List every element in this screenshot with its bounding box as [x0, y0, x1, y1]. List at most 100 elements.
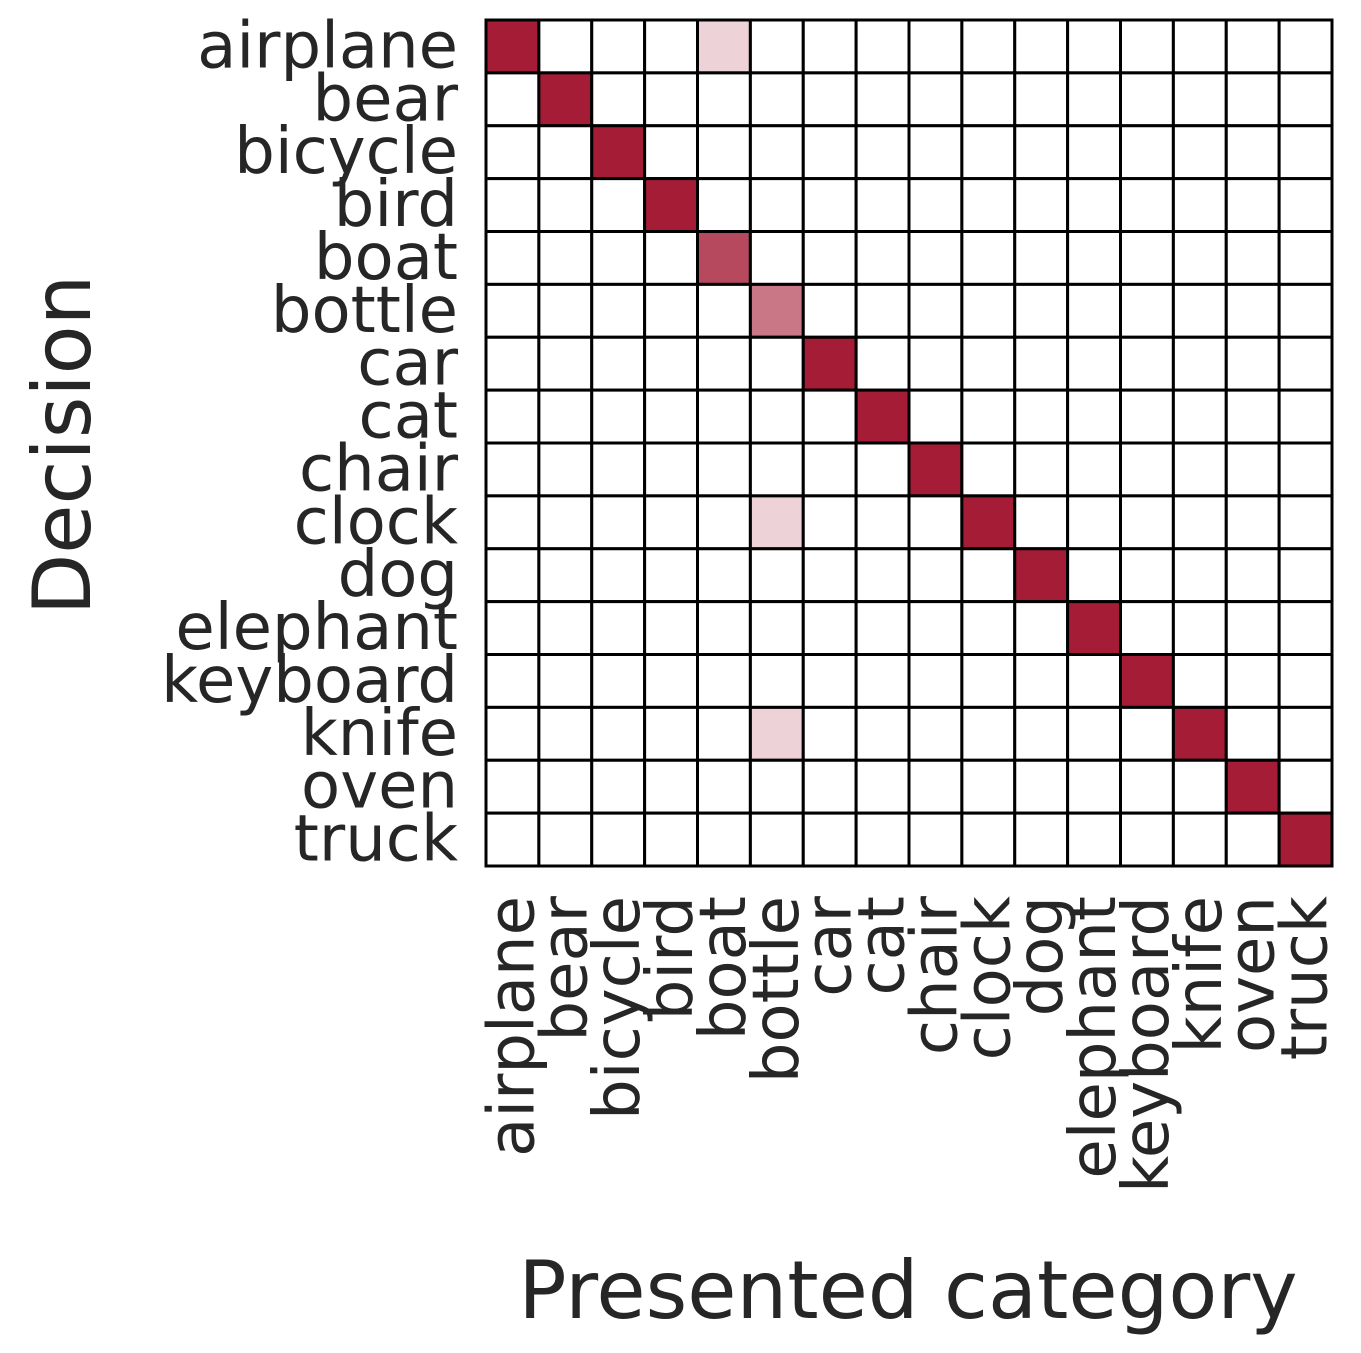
heatmap-cell-clock-knife [1171, 494, 1228, 551]
heatmap-cell-truck-chair [907, 811, 964, 868]
heatmap-cell-airplane-bicycle [590, 18, 647, 75]
heatmap-cell-bear-boat [696, 71, 752, 128]
heatmap-cell-bicycle-bird [643, 124, 699, 181]
x-tick-label-oven: oven [1216, 896, 1290, 1053]
heatmap-cell-bottle-dog [1013, 282, 1070, 339]
heatmap-cell-airplane-airplane [484, 18, 541, 75]
heatmap-cell-airplane-elephant [1066, 18, 1122, 75]
heatmap-cell-truck-truck [1277, 811, 1334, 868]
heatmap-cell-bear-dog [1013, 71, 1070, 128]
heatmap-cell-bear-knife [1171, 71, 1228, 128]
heatmap-cell-truck-bear [537, 811, 594, 868]
heatmap-cell-bird-bicycle [590, 177, 647, 233]
heatmap-cell-elephant-bicycle [590, 600, 647, 656]
heatmap-cell-truck-bird [643, 811, 699, 868]
heatmap-cell-bird-clock [960, 177, 1017, 233]
heatmap-cell-bottle-bear [537, 282, 594, 339]
heatmap-cell-car-elephant [1066, 335, 1122, 392]
heatmap-cell-bottle-bicycle [590, 282, 647, 339]
heatmap-cell-bird-elephant [1066, 177, 1122, 233]
x-tick-label-bottle: bottle [740, 896, 814, 1083]
heatmap-cell-keyboard-truck [1277, 653, 1334, 709]
heatmap-cell-clock-dog [1013, 494, 1070, 551]
y-tick-label-chair: chair [299, 432, 459, 506]
heatmap-cell-bicycle-airplane [484, 124, 541, 181]
heatmap-cell-chair-clock [960, 441, 1017, 498]
heatmap-cell-knife-bottle [748, 705, 805, 762]
heatmap-cell-clock-boat [696, 494, 752, 551]
heatmap-cell-bird-chair [907, 177, 964, 233]
y-tick-label-bottle: bottle [271, 274, 458, 348]
heatmap-cell-bottle-keyboard [1119, 282, 1175, 339]
y-tick-label-bird: bird [334, 168, 458, 242]
heatmap-cell-bicycle-bicycle [590, 124, 647, 181]
y-tick-label-airplane: airplane [197, 9, 458, 83]
y-tick-label-bicycle: bicycle [234, 115, 458, 189]
heatmap-cell-chair-truck [1277, 441, 1334, 498]
heatmap-cell-cat-knife [1171, 388, 1228, 445]
heatmap-cell-chair-cat [854, 441, 911, 498]
heatmap-cell-bird-truck [1277, 177, 1334, 233]
heatmap-cell-bird-bird [643, 177, 699, 233]
heatmap-cell-elephant-bear [537, 600, 594, 656]
x-tick-label-dog: dog [1004, 896, 1078, 1016]
heatmap-cell-knife-airplane [484, 705, 541, 762]
heatmap-cell-elephant-chair [907, 600, 964, 656]
heatmap-cell-chair-bottle [748, 441, 805, 498]
heatmap-cell-oven-clock [960, 758, 1017, 815]
heatmap-cell-dog-airplane [484, 547, 541, 604]
heatmap-cell-bicycle-boat [696, 124, 752, 181]
heatmap-cell-cat-bicycle [590, 388, 647, 445]
x-tick-label-keyboard: keyboard [1110, 896, 1184, 1193]
heatmap-cell-boat-bear [537, 230, 594, 286]
heatmap-cell-bottle-airplane [484, 282, 541, 339]
heatmap-cell-oven-bear [537, 758, 594, 815]
heatmap-cell-truck-keyboard [1119, 811, 1175, 868]
heatmap-cell-bottle-car [801, 282, 858, 339]
heatmap-cell-elephant-clock [960, 600, 1017, 656]
heatmap-cell-bottle-knife [1171, 282, 1228, 339]
heatmap-cell-bear-oven [1224, 71, 1281, 128]
heatmap-cell-car-bicycle [590, 335, 647, 392]
heatmap-cell-chair-elephant [1066, 441, 1122, 498]
heatmap-cell-car-bear [537, 335, 594, 392]
heatmap-cell-truck-knife [1171, 811, 1228, 868]
heatmap-cell-dog-bird [643, 547, 699, 604]
heatmap-cell-keyboard-cat [854, 653, 911, 709]
heatmap-cell-bird-dog [1013, 177, 1070, 233]
heatmap-cell-clock-bottle [748, 494, 805, 551]
heatmap-cell-airplane-clock [960, 18, 1017, 75]
heatmap-cell-bear-cat [854, 71, 911, 128]
heatmap-cell-chair-keyboard [1119, 441, 1175, 498]
heatmap-cell-elephant-cat [854, 600, 911, 656]
heatmap-cell-keyboard-oven [1224, 653, 1281, 709]
heatmap-cell-dog-bottle [748, 547, 805, 604]
heatmap-cell-keyboard-keyboard [1119, 653, 1175, 709]
heatmap-cell-bottle-elephant [1066, 282, 1122, 339]
heatmap-cell-boat-clock [960, 230, 1017, 286]
heatmap-cell-bicycle-clock [960, 124, 1017, 181]
heatmap-cell-airplane-bird [643, 18, 699, 75]
heatmap-cell-chair-bicycle [590, 441, 647, 498]
heatmap-cell-cat-oven [1224, 388, 1281, 445]
heatmap-cell-knife-chair [907, 705, 964, 762]
heatmap-cell-boat-chair [907, 230, 964, 286]
heatmap-cell-airplane-keyboard [1119, 18, 1175, 75]
heatmap-cell-knife-cat [854, 705, 911, 762]
heatmap-cell-chair-bird [643, 441, 699, 498]
heatmap-cell-keyboard-bicycle [590, 653, 647, 709]
heatmap-cell-car-oven [1224, 335, 1281, 392]
heatmap-cell-dog-elephant [1066, 547, 1122, 604]
heatmap-cell-chair-boat [696, 441, 752, 498]
heatmap-cell-dog-clock [960, 547, 1017, 604]
heatmap-cell-clock-oven [1224, 494, 1281, 551]
heatmap-cell-truck-oven [1224, 811, 1281, 868]
heatmap-cell-airplane-oven [1224, 18, 1281, 75]
heatmap-cell-bottle-truck [1277, 282, 1334, 339]
heatmap-cell-dog-boat [696, 547, 752, 604]
heatmap-cell-car-truck [1277, 335, 1334, 392]
heatmap-cell-keyboard-chair [907, 653, 964, 709]
heatmap-cell-knife-bicycle [590, 705, 647, 762]
y-tick-label-knife: knife [301, 697, 458, 771]
